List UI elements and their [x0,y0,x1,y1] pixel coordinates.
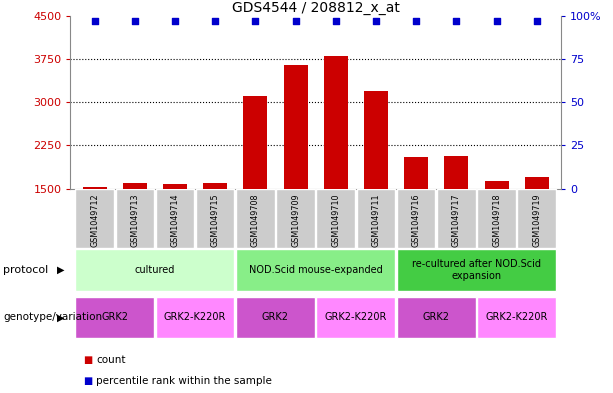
Text: ■: ■ [83,354,92,365]
Bar [324,56,348,189]
Text: GRK2-K220R: GRK2-K220R [164,312,226,322]
Bar [525,177,549,189]
Text: ■: ■ [83,376,92,386]
Text: GSM1049716: GSM1049716 [412,193,421,247]
Title: GDS4544 / 208812_x_at: GDS4544 / 208812_x_at [232,1,400,15]
Bar [437,189,476,248]
Bar [83,187,107,189]
Text: GSM1049713: GSM1049713 [131,193,139,247]
Bar [236,297,315,338]
Bar [75,189,114,248]
Bar [316,297,395,338]
Text: GRK2: GRK2 [101,312,128,322]
Point [170,18,180,24]
Text: GSM1049711: GSM1049711 [371,193,381,247]
Text: GSM1049715: GSM1049715 [211,193,219,247]
Point [452,18,462,24]
Bar [243,96,267,189]
Point [371,18,381,24]
Text: GSM1049719: GSM1049719 [532,193,541,247]
Point [411,18,421,24]
Text: GSM1049710: GSM1049710 [331,193,340,247]
Text: GSM1049709: GSM1049709 [291,193,300,247]
Text: GSM1049714: GSM1049714 [170,193,180,247]
Bar [444,156,468,189]
Bar [397,297,476,338]
Bar [397,189,435,248]
Bar [163,184,187,189]
Bar [478,297,556,338]
Bar [276,189,315,248]
Text: count: count [96,354,126,365]
Point [130,18,140,24]
Text: protocol: protocol [3,265,48,275]
Text: GSM1049718: GSM1049718 [492,193,501,247]
Point [331,18,341,24]
Bar [316,189,355,248]
Bar [203,183,227,189]
Bar [236,250,395,291]
Bar [284,65,308,189]
Bar [156,189,194,248]
Bar [404,157,428,189]
Point [291,18,300,24]
Bar [156,297,235,338]
Text: GSM1049712: GSM1049712 [90,193,99,247]
Text: ▶: ▶ [57,312,64,322]
Point [492,18,501,24]
Bar [236,189,275,248]
Bar [75,297,154,338]
Text: GSM1049717: GSM1049717 [452,193,461,247]
Bar [517,189,556,248]
Text: GRK2-K220R: GRK2-K220R [485,312,548,322]
Bar [364,91,388,189]
Text: ▶: ▶ [57,265,64,275]
Bar [115,189,154,248]
Point [210,18,220,24]
Bar [196,189,235,248]
Text: re-cultured after NOD.Scid
expansion: re-cultured after NOD.Scid expansion [412,259,541,281]
Text: GRK2: GRK2 [423,312,450,322]
Text: GRK2: GRK2 [262,312,289,322]
Text: genotype/variation: genotype/variation [3,312,102,322]
Text: cultured: cultured [135,265,175,275]
Point [251,18,261,24]
Bar [123,183,147,189]
Bar [397,250,556,291]
Bar [75,250,235,291]
Text: NOD.Scid mouse-expanded: NOD.Scid mouse-expanded [249,265,383,275]
Text: GRK2-K220R: GRK2-K220R [325,312,387,322]
Bar [357,189,395,248]
Text: GSM1049708: GSM1049708 [251,193,260,247]
Point [532,18,542,24]
Text: percentile rank within the sample: percentile rank within the sample [96,376,272,386]
Point [89,18,99,24]
Bar [478,189,516,248]
Bar [484,180,509,189]
